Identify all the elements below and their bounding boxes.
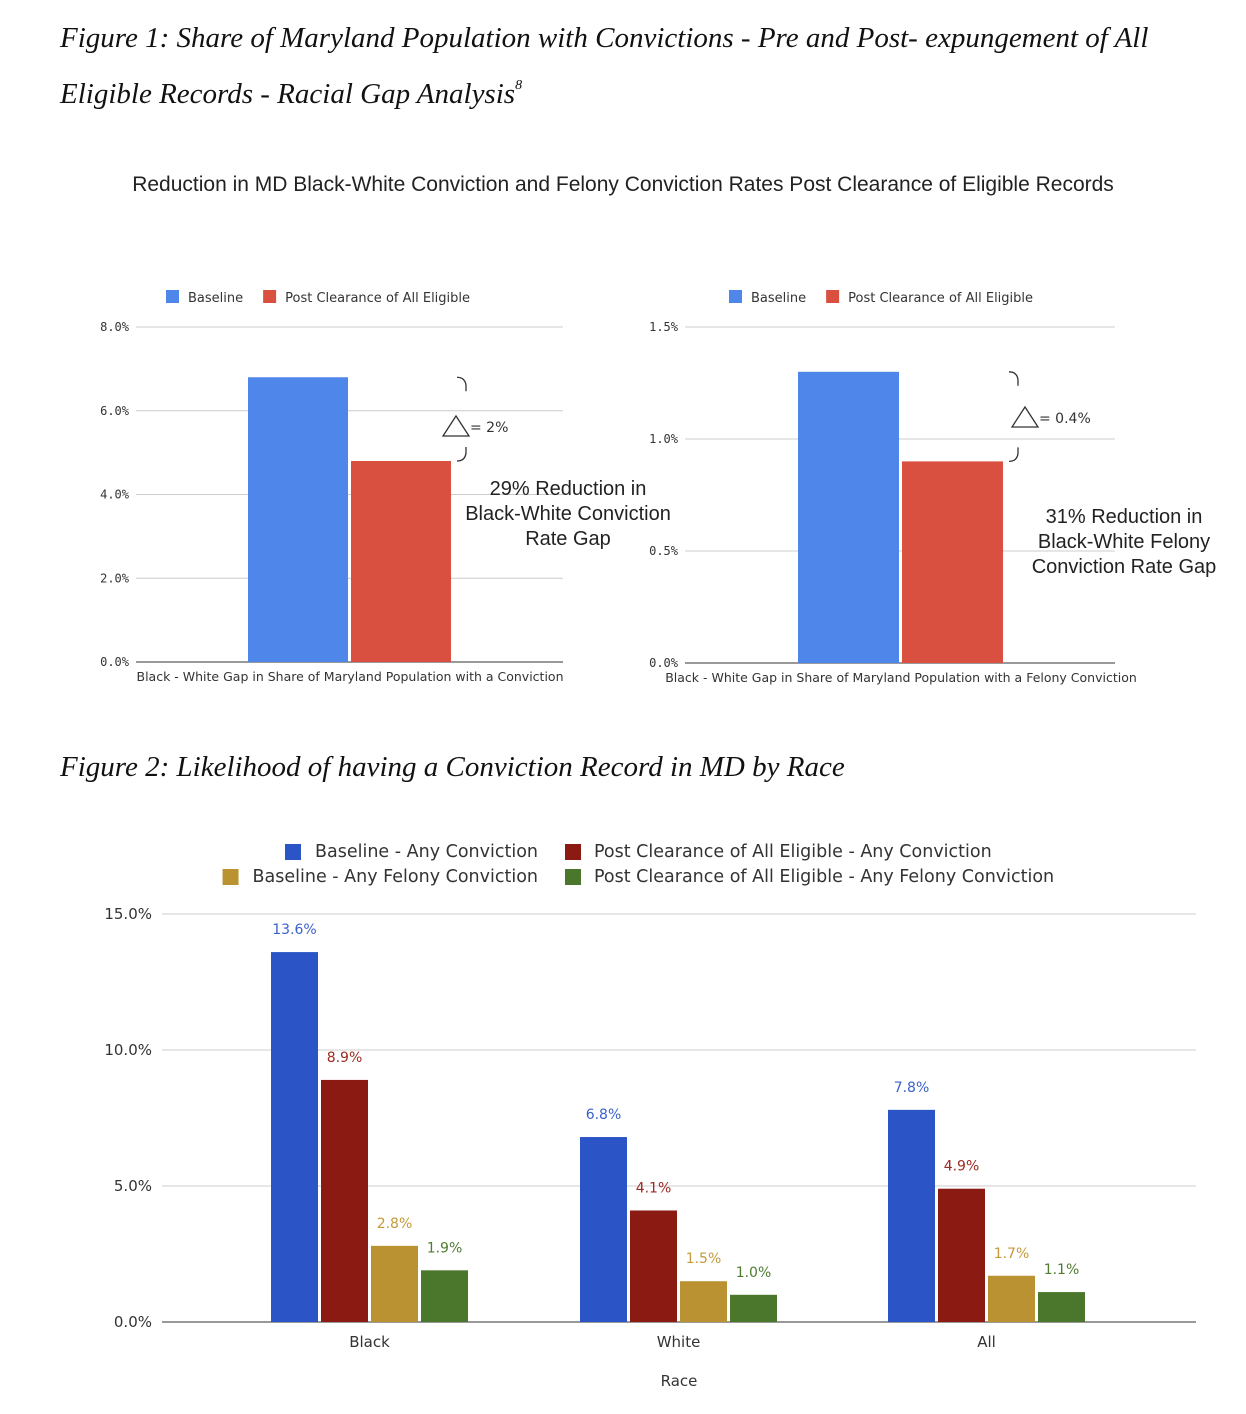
conviction-gap-chart: Baseline Post Clearance of All Eligible 0.… [100, 290, 671, 684]
legend-swatch [565, 844, 581, 860]
bar [988, 1275, 1035, 1322]
annotation-line: 29% Reduction in [490, 478, 647, 500]
data-label: 1.5% [686, 1251, 722, 1267]
data-label: 2.8% [377, 1216, 413, 1232]
legend-swatch [263, 290, 277, 303]
felony-gap-chart: Baseline Post Clearance of All Eligible 0.… [649, 290, 1216, 685]
data-label: 4.1% [636, 1180, 672, 1196]
legend-swatch [222, 869, 239, 885]
annotation-line: Rate Gap [525, 528, 611, 550]
figure1-chart-title: Reduction in MD Black-White Conviction a… [132, 173, 1114, 196]
y-tick-label: 0.5% [649, 544, 679, 558]
y-tick-label: 10.0% [104, 1041, 152, 1059]
footnote-marker[interactable]: 8 [515, 78, 523, 93]
data-label: 13.6% [272, 922, 316, 938]
legend-entry: Baseline - Any Conviction [315, 842, 538, 862]
figure1-caption: Figure 1: Share of Maryland Population w… [60, 22, 1149, 54]
y-tick-label: 0.0% [100, 655, 130, 669]
brace-top [1008, 371, 1019, 386]
annotation-line: Black-White Conviction [465, 503, 671, 525]
delta-icon [441, 414, 471, 437]
bar [1038, 1292, 1085, 1322]
bar [421, 1270, 468, 1322]
y-tick-label: 1.5% [649, 320, 679, 334]
figure1-caption-text: Eligible Records - Racial Gap Analysis [60, 78, 516, 110]
legend-entry: Post Clearance of All Eligible - Any Fel… [594, 867, 1054, 887]
y-tick-label: 8.0% [100, 320, 130, 334]
brace-top [456, 376, 467, 392]
bar [580, 1137, 627, 1322]
legend-swatch [166, 290, 179, 303]
delta-icon [1010, 405, 1040, 428]
bar-baseline [248, 377, 348, 662]
legend-swatch [285, 844, 301, 860]
data-label: 1.7% [994, 1246, 1030, 1262]
bar [271, 952, 318, 1322]
data-label: 1.0% [736, 1265, 772, 1281]
legend-swatch [729, 290, 742, 303]
bar [680, 1281, 727, 1322]
delta-label: = 2% [470, 420, 508, 436]
data-label: 4.9% [944, 1159, 980, 1175]
x-category-label: Black - White Gap in Share of Maryland P… [665, 670, 1137, 685]
legend-entry: Baseline [188, 291, 243, 306]
data-label: 7.8% [894, 1080, 930, 1096]
brace-bottom [456, 447, 467, 462]
data-label: 1.1% [1044, 1262, 1080, 1278]
x-category-label: Black [349, 1333, 390, 1351]
legend-swatch [826, 290, 840, 303]
x-category-label: Black - White Gap in Share of Maryland P… [137, 669, 564, 684]
brace-bottom [1008, 447, 1019, 463]
legend-entry: Baseline - Any Felony Conviction [253, 867, 538, 887]
bar-baseline [798, 371, 899, 663]
data-label: 6.8% [586, 1107, 622, 1123]
x-axis-title: Race [661, 1372, 698, 1390]
figure1-caption-line2: Eligible Records - Racial Gap Analysis8 [60, 78, 522, 111]
legend-swatch [565, 869, 581, 885]
bar [321, 1079, 368, 1322]
bar [938, 1188, 985, 1322]
figure2-caption: Figure 2: Likelihood of having a Convict… [60, 751, 845, 783]
bar [888, 1109, 935, 1322]
y-tick-label: 15.0% [104, 905, 152, 923]
x-category-label: White [657, 1333, 701, 1351]
likelihood-by-race-chart: Baseline - Any Conviction Post Clearance … [104, 842, 1196, 1390]
bar-post-clearance [351, 461, 451, 662]
data-label: 8.9% [327, 1050, 363, 1066]
annotation-line: Conviction Rate Gap [1032, 556, 1217, 578]
annotation-line: Black-White Felony [1038, 531, 1210, 553]
legend-entry: Post Clearance of All Eligible - Any Con… [594, 842, 992, 862]
y-tick-label: 5.0% [114, 1177, 152, 1195]
legend-entry: Post Clearance of All Eligible [848, 291, 1033, 306]
y-tick-label: 0.0% [649, 656, 679, 670]
bar [371, 1245, 418, 1322]
annotation-line: 31% Reduction in [1046, 506, 1203, 528]
bar [630, 1210, 677, 1322]
legend-entry: Post Clearance of All Eligible [285, 291, 470, 306]
y-tick-label: 1.0% [649, 432, 679, 446]
legend: Baseline Post Clearance of All Eligible [166, 290, 470, 306]
delta-label: = 0.4% [1039, 411, 1091, 427]
x-category-label: All [977, 1333, 996, 1351]
bar-post-clearance [902, 461, 1003, 663]
y-tick-label: 6.0% [100, 404, 130, 418]
bar [730, 1294, 777, 1322]
y-tick-label: 4.0% [100, 488, 130, 502]
legend: Baseline - Any Conviction Post Clearance … [222, 842, 1054, 887]
data-label: 1.9% [427, 1240, 463, 1256]
y-tick-label: 0.0% [114, 1313, 152, 1331]
legend: Baseline Post Clearance of All Eligible [729, 290, 1033, 306]
legend-entry: Baseline [751, 291, 806, 306]
y-tick-label: 2.0% [100, 571, 130, 585]
